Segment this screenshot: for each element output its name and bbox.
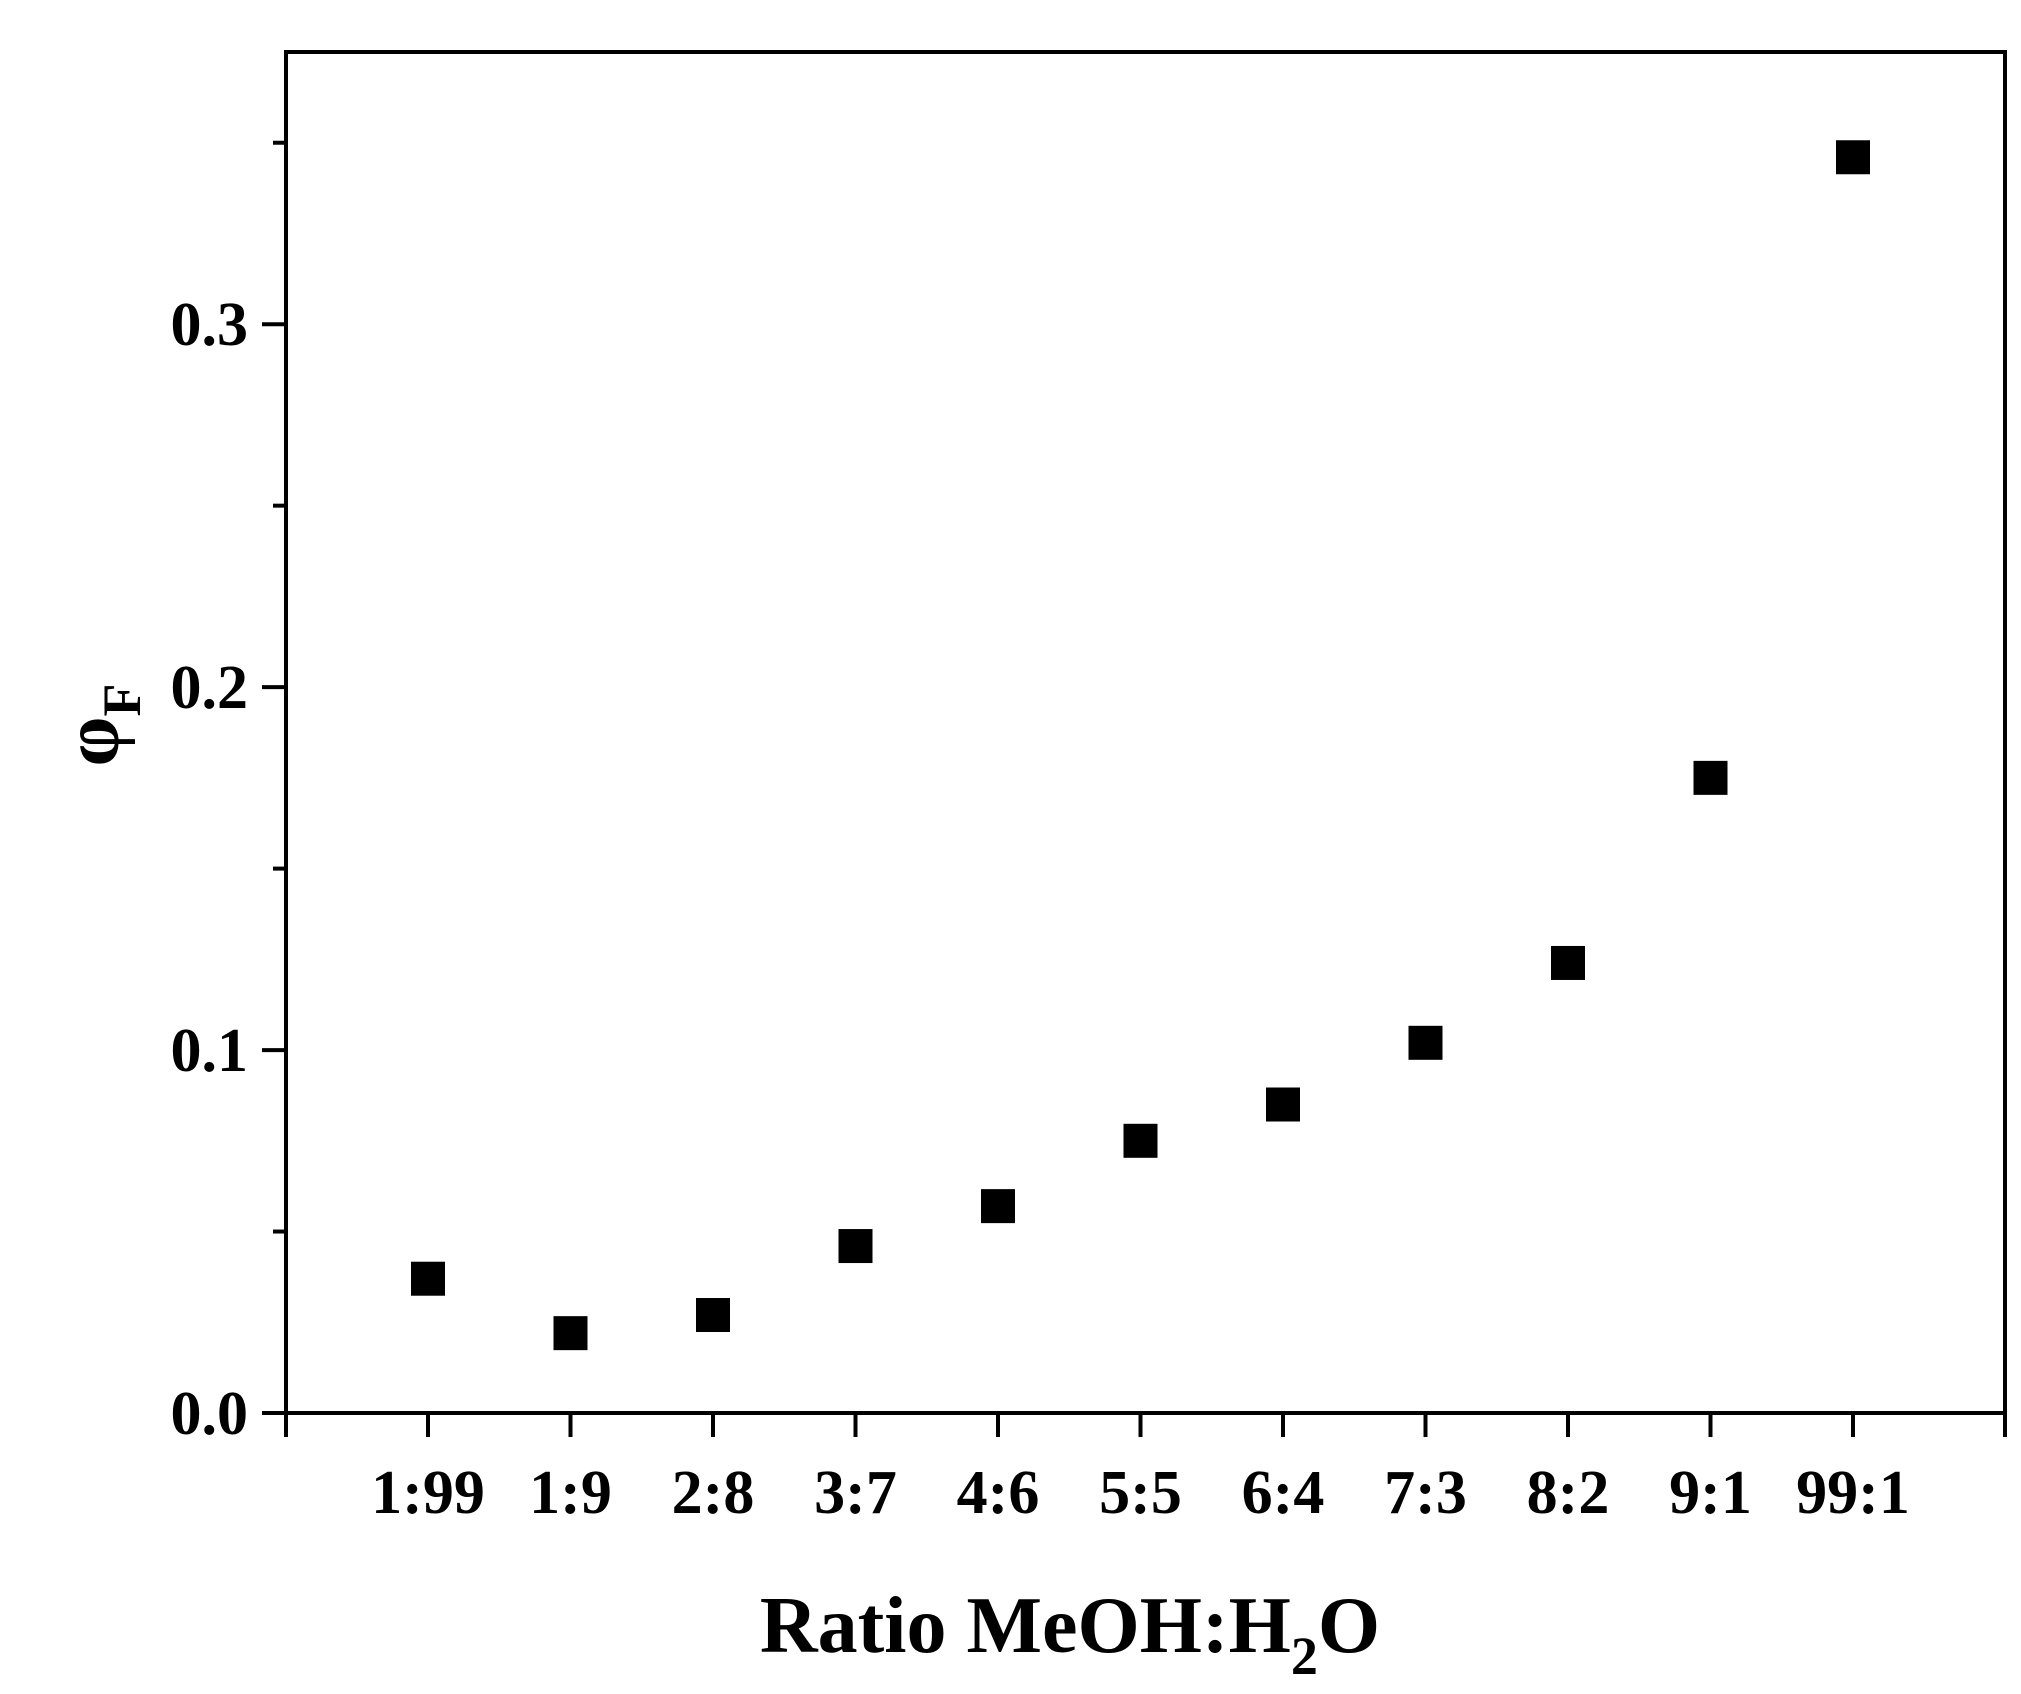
x-tick-label: 99:1 [1796,1459,1910,1527]
x-axis-ticks: 1:99 1:9 2:8 3:7 4:6 5:5 6:4 7:3 8:2 9:1 99:1 [284,1413,2007,1527]
y-axis-title: φF [48,684,152,767]
data-point [1408,1025,1443,1060]
data-point [1693,760,1728,795]
data-point [411,1261,445,1296]
data-point [1123,1123,1158,1158]
x-tick-label: 8:2 [1527,1459,1610,1527]
x-tick-label: 4:6 [957,1459,1040,1527]
x-axis-title-subscript: 2 [1291,1626,1318,1686]
axes [284,50,2007,1415]
data-point [553,1316,588,1351]
x-tick-label: 7:3 [1384,1459,1467,1527]
x-tick-label: 9:1 [1669,1459,1752,1527]
x-tick-label: 6:4 [1242,1459,1325,1527]
data-point [981,1189,1015,1224]
y-tick-label: 0.2 [171,654,249,722]
data-point [838,1229,873,1264]
data-point [1551,945,1585,980]
x-tick-label: 3:7 [814,1459,897,1527]
x-tick-label: 1:9 [529,1459,612,1527]
y-tick-label: 0.0 [171,1380,249,1448]
x-axis-title-suffix: O [1318,1582,1380,1670]
data-point [1836,140,1870,175]
data-point [1266,1087,1300,1122]
data-point [696,1298,730,1333]
y-axis-ticks: 0.0 0.1 0.2 0.3 [171,140,286,1448]
y-axis-title-subscript: F [92,684,152,717]
y-tick-label: 0.1 [171,1017,249,1085]
y-tick-label: 0.3 [171,291,249,359]
data-points [411,140,1870,1351]
y-axis-title-main: φ [48,717,136,767]
plot-frame [284,50,2007,1415]
x-tick-label: 5:5 [1099,1459,1182,1527]
x-tick-label: 1:99 [371,1459,485,1527]
x-axis-title: Ratio MeOH:H2O [760,1582,1380,1686]
x-tick-label: 2:8 [672,1459,755,1527]
x-axis-title-main: Ratio MeOH:H [760,1582,1291,1670]
